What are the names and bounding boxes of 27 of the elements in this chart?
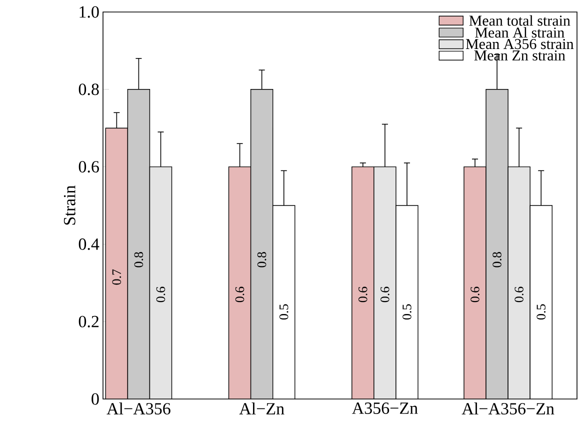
y-tick-label: 0.6 — [78, 161, 99, 173]
x-tick-label: Al−A356−Zn — [462, 402, 554, 414]
data-label: 0.6 — [358, 286, 368, 302]
data-label: 0.5 — [402, 304, 412, 320]
x-tick-label: Al−Zn — [239, 402, 284, 414]
y-tick-label: 0.4 — [78, 238, 100, 250]
data-label: 0.6 — [514, 286, 524, 302]
data-label: 0.6 — [235, 286, 244, 302]
y-tick-label: 0.2 — [78, 316, 99, 328]
legend-label: Mean total strain — [469, 15, 570, 26]
x-tick-label: A356−Zn — [352, 402, 418, 414]
data-label: 0.8 — [134, 252, 144, 268]
data-label: 0.6 — [380, 286, 390, 302]
data-label: 0.7 — [112, 269, 122, 285]
data-label: 0.5 — [279, 304, 288, 320]
data-label: 0.6 — [156, 286, 166, 302]
data-label: 0.6 — [470, 286, 480, 302]
y-axis-title: Strain — [64, 185, 76, 225]
y-tick-label: 0 — [92, 393, 99, 405]
data-label: 0.5 — [536, 304, 546, 320]
y-tick-label: 1.0 — [80, 6, 99, 18]
data-label: 0.8 — [492, 252, 502, 268]
x-tick-label: Al−A356 — [106, 402, 170, 414]
data-label: 0.8 — [257, 252, 266, 268]
legend-label: Mean A356 strain — [466, 39, 574, 50]
y-tick-label: 0.8 — [78, 84, 99, 96]
legend-label: Mean Al strain — [475, 27, 564, 38]
